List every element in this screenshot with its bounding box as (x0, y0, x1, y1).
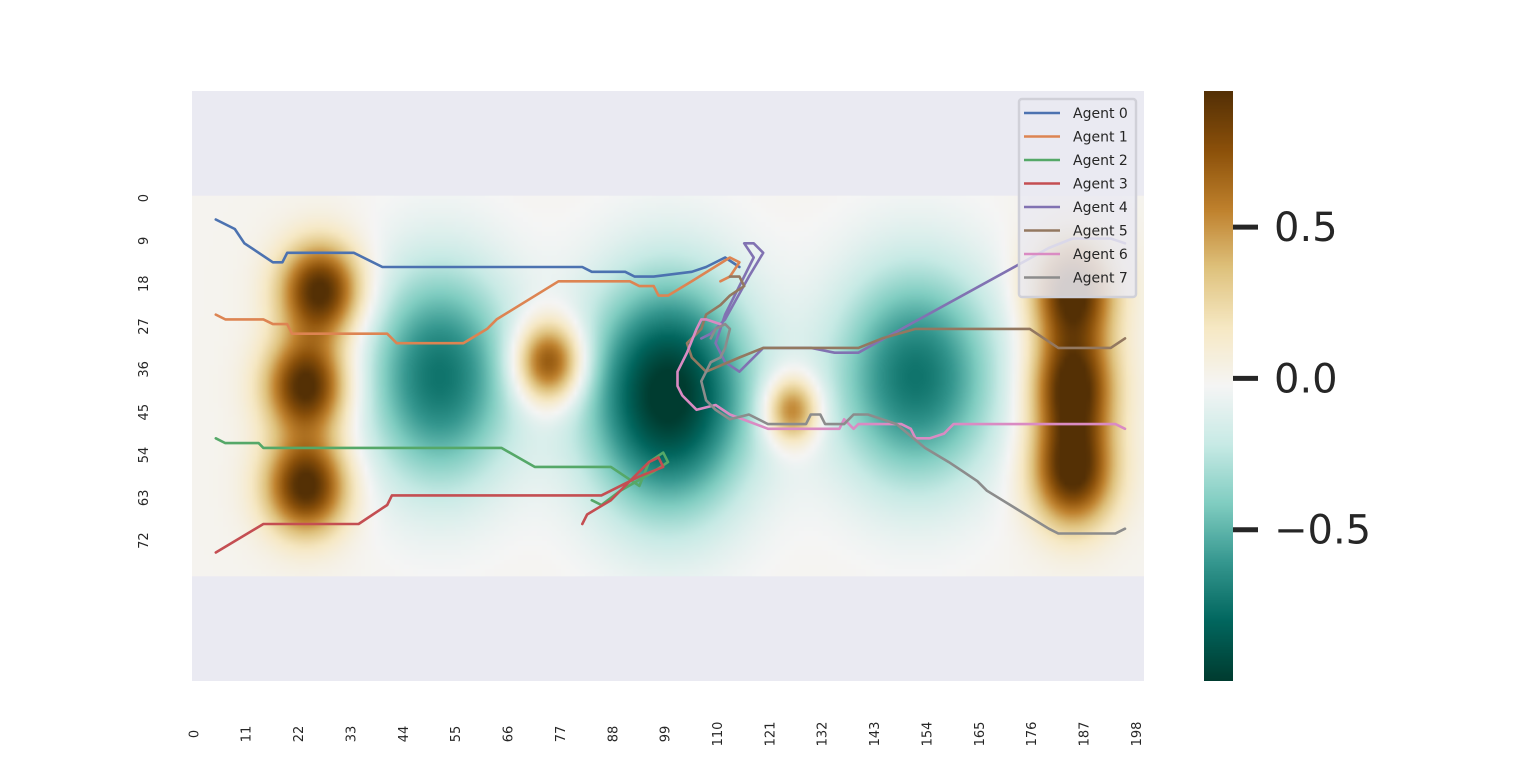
series-line-agent-4 (699, 237, 1127, 374)
y-tick-label: 54 (137, 447, 152, 464)
x-tick-label: 88 (606, 726, 621, 743)
legend: Agent 0 Agent 1 Agent 2 Agent 3 Agent 4 Agent… (1017, 97, 1138, 299)
x-tick-label: 143 (868, 722, 883, 747)
x-tick-label: 44 (397, 726, 412, 743)
legend-label: Agent 1 (1073, 130, 1128, 146)
colorbar-ticks: 0.5 0.0 −0.5 (1233, 205, 1371, 554)
series-line-agent-7 (699, 322, 1127, 535)
y-tick-label: 9 (137, 237, 152, 245)
x-tick-label: 0 (187, 730, 202, 738)
colorbar-tick-label: 0.5 (1274, 205, 1338, 251)
y-tick-label: 36 (137, 361, 152, 378)
x-tick-label: 165 (973, 722, 988, 747)
x-tick-label: 121 (763, 722, 778, 747)
y-tick-label: 27 (137, 318, 152, 335)
heatmap (192, 195, 1144, 577)
y-tick-label: 0 (137, 194, 152, 202)
series-line-agent-3 (214, 456, 665, 554)
series-line-agent-6 (676, 318, 1127, 440)
x-axis: 0 11 22 33 44 55 66 77 88 99 110 121 132 143 154 165 176… (187, 722, 1144, 747)
series-line-agent-0 (214, 218, 741, 278)
y-tick-label: 45 (137, 404, 152, 421)
x-tick-label: 110 (711, 722, 726, 747)
x-tick-label: 22 (292, 726, 307, 743)
legend-label: Agent 4 (1073, 200, 1128, 216)
x-tick-label: 33 (344, 726, 359, 743)
x-tick-label: 176 (1025, 722, 1040, 747)
series-line-agent-1 (214, 256, 741, 345)
x-tick-label: 11 (240, 726, 255, 743)
legend-label: Agent 2 (1073, 153, 1128, 169)
y-tick-label: 72 (137, 532, 152, 549)
x-tick-label: 99 (659, 726, 674, 743)
x-tick-label: 198 (1130, 722, 1145, 747)
y-axis: 0 9 18 27 36 45 54 63 72 (137, 194, 152, 549)
colorbar-tick-label: 0.0 (1274, 356, 1338, 402)
x-tick-label: 77 (554, 726, 569, 743)
legend-label: Agent 6 (1073, 247, 1128, 263)
y-tick-label: 18 (137, 275, 152, 292)
series-layer (214, 218, 1127, 554)
legend-label: Agent 0 (1073, 106, 1128, 122)
legend-label: Agent 5 (1073, 224, 1128, 240)
legend-label: Agent 3 (1073, 177, 1128, 193)
y-tick-label: 63 (137, 490, 152, 507)
legend-frame (1017, 97, 1138, 299)
x-tick-label: 154 (920, 722, 935, 747)
series-line-agent-2 (214, 436, 670, 507)
colorbar-tick-label: −0.5 (1274, 508, 1371, 554)
x-tick-label: 55 (449, 726, 464, 743)
x-tick-label: 187 (1078, 722, 1093, 747)
x-tick-label: 132 (816, 722, 831, 747)
x-tick-label: 66 (502, 726, 517, 743)
legend-label: Agent 7 (1073, 271, 1128, 287)
colorbar (1204, 91, 1233, 681)
